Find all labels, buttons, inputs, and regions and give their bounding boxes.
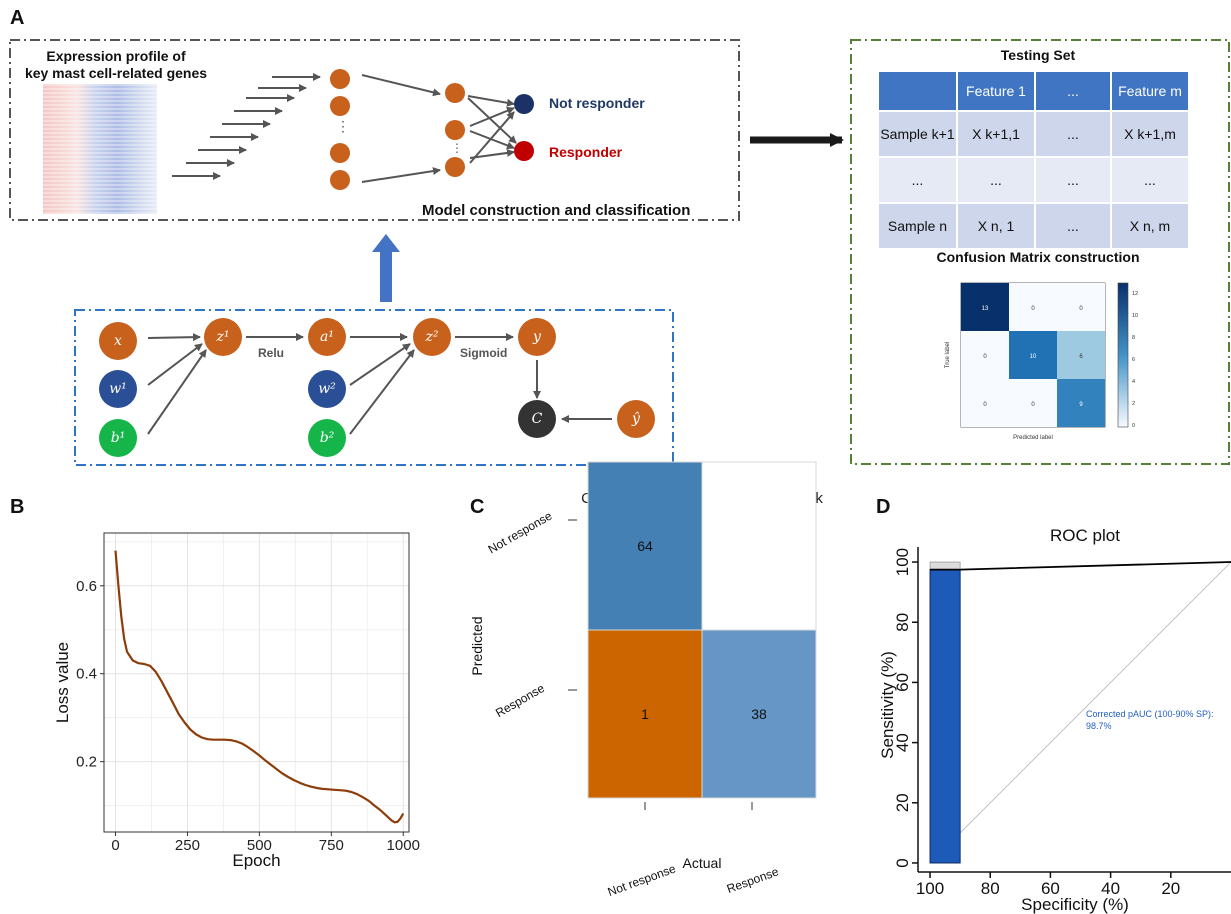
input-arrows bbox=[172, 73, 321, 180]
node-w2: w² bbox=[308, 370, 346, 408]
model-title: Model construction and classification bbox=[422, 202, 691, 219]
expression-title-line2: key mast cell-related genes bbox=[24, 65, 208, 81]
table-cell: Sample k+1 bbox=[877, 110, 958, 158]
table-row: ... ... ... ... bbox=[877, 156, 1190, 204]
table-row: Sample n X n, 1 ... X n, m bbox=[877, 202, 1190, 250]
table-cell: ... bbox=[1034, 202, 1112, 250]
table-cell: X n, m bbox=[1110, 202, 1190, 250]
node-a1: a¹ bbox=[308, 318, 346, 356]
node-yhat: ŷ bbox=[617, 400, 655, 438]
table-header-cell: ... bbox=[1034, 70, 1112, 112]
node-b2: b² bbox=[308, 419, 346, 457]
table-cell: Sample n bbox=[877, 202, 958, 250]
confusion-construction-title: Confusion Matrix construction bbox=[936, 249, 1140, 265]
table-cell: ... bbox=[877, 156, 958, 204]
table-header-row: Feature 1 ... Feature m bbox=[877, 70, 1190, 112]
nn-edges bbox=[361, 74, 517, 183]
table-cell: X n, 1 bbox=[956, 202, 1036, 250]
node-x: x bbox=[99, 322, 137, 360]
model-box bbox=[9, 39, 740, 221]
responder-node bbox=[514, 141, 534, 161]
testing-box bbox=[850, 39, 1230, 465]
table-header-cell: Feature m bbox=[1110, 70, 1190, 112]
table-cell: ... bbox=[1034, 110, 1112, 158]
table-row: Sample k+1 X k+1,1 ... X k+1,m bbox=[877, 110, 1190, 158]
testing-set-title: Testing Set bbox=[1000, 47, 1076, 63]
table-cell: ... bbox=[1034, 156, 1112, 204]
table-header-cell bbox=[877, 70, 958, 112]
table-cell: X k+1,m bbox=[1110, 110, 1190, 158]
up-arrow bbox=[372, 234, 400, 302]
panel-letter-d: D bbox=[876, 496, 891, 518]
backprop-edges bbox=[147, 333, 612, 435]
table-cell: ... bbox=[956, 156, 1036, 204]
table-cell: ... bbox=[1110, 156, 1190, 204]
not-responder-node bbox=[514, 94, 534, 114]
table-header-cell: Feature 1 bbox=[956, 70, 1036, 112]
panel-letter-c: C bbox=[470, 496, 485, 518]
expression-title-line1: Expression profile of bbox=[46, 48, 186, 64]
node-z1: z¹ bbox=[204, 318, 242, 356]
responder-label: Responder bbox=[549, 144, 623, 160]
sigmoid-label: Sigmoid bbox=[460, 346, 508, 360]
testing-set-table: Feature 1 ... Feature m Sample k+1 X k+1… bbox=[877, 70, 1190, 250]
node-b1: b¹ bbox=[99, 419, 137, 457]
node-c: C bbox=[518, 400, 556, 438]
node-w1: w¹ bbox=[99, 370, 137, 408]
layer1-nodes bbox=[330, 69, 350, 190]
relu-label: Relu bbox=[258, 346, 285, 360]
expression-heatmap bbox=[43, 84, 157, 214]
panel-letter-b: B bbox=[10, 496, 25, 518]
node-y: y bbox=[518, 318, 556, 356]
panel-letter-a: A bbox=[10, 7, 25, 29]
hidden-dots-1: ⋮ bbox=[336, 118, 350, 134]
not-responder-label: Not responder bbox=[549, 95, 645, 111]
hidden-dots-2: ⋮ bbox=[451, 141, 463, 155]
table-cell: X k+1,1 bbox=[956, 110, 1036, 158]
node-z2: z² bbox=[413, 318, 451, 356]
expression-title: Expression profile of key mast cell-rela… bbox=[18, 48, 214, 82]
layer2-nodes bbox=[445, 83, 465, 177]
backprop-box bbox=[74, 309, 674, 466]
